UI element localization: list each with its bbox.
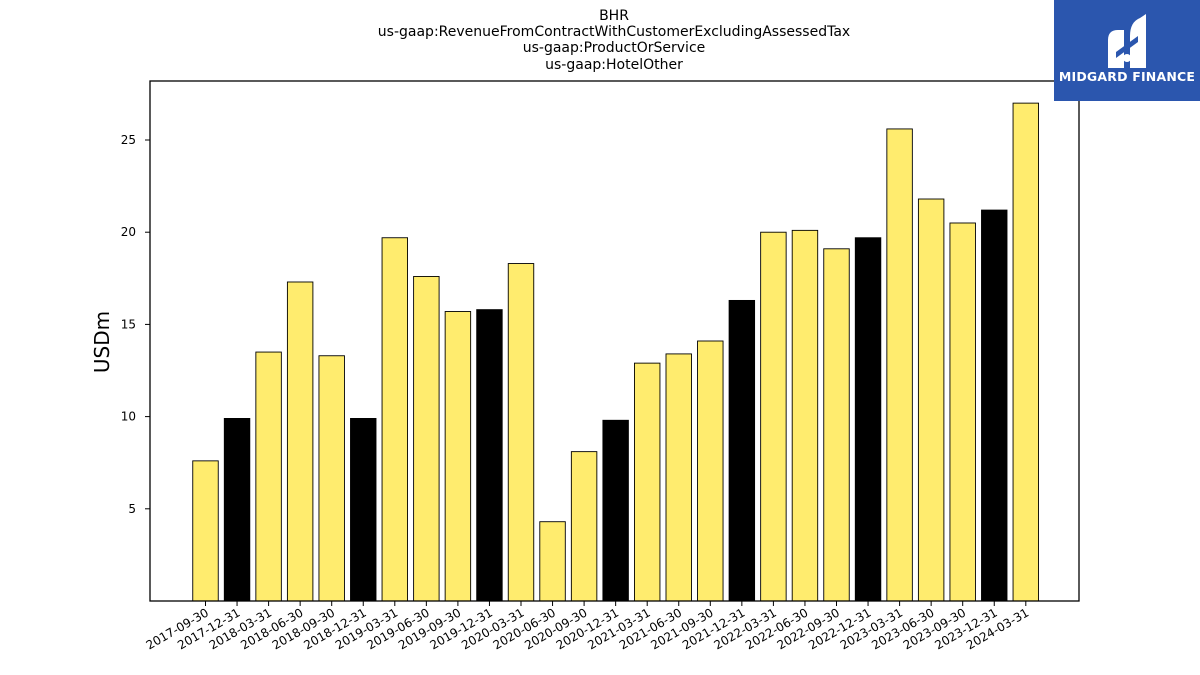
y-tick-label: 15 [121, 317, 136, 331]
logo-background [1054, 0, 1200, 101]
y-tick-label: 10 [121, 410, 136, 424]
title-line-ticker: BHR [599, 8, 629, 24]
bar-2018-09-30 [318, 355, 345, 602]
title-line-axis: us-gaap:ProductOrService [523, 40, 706, 56]
midgard-logo-icon [1108, 14, 1146, 68]
bar-2017-09-30 [192, 460, 219, 602]
bar-2023-03-31 [886, 128, 913, 602]
bar-2021-03-31 [634, 362, 661, 602]
bar-2019-12-31 [476, 309, 503, 602]
y-tick-label: 20 [121, 225, 136, 239]
plot-frame [149, 80, 1080, 602]
bar-2018-03-31 [255, 351, 282, 602]
bar-2020-03-31 [507, 263, 535, 602]
bar-2019-06-30 [413, 276, 440, 602]
y-axis-ticks: 5 10 15 20 25 [121, 133, 150, 516]
bar-2024-03-31 [1012, 102, 1039, 602]
y-tick-label: 25 [121, 133, 136, 147]
bar-2023-12-31 [981, 209, 1008, 602]
x-axis-ticks: 2017-09-302017-12-312018-03-312018-06-30… [144, 601, 1031, 652]
chart-title: BHR us-gaap:RevenueFromContractWithCusto… [378, 8, 850, 73]
midgard-logo: MIDGARD FINANCE [1054, 0, 1200, 101]
bar-2020-12-31 [602, 419, 629, 602]
bar-2021-12-31 [728, 299, 756, 602]
bar-2023-09-30 [949, 222, 976, 602]
bar-series [192, 102, 1039, 602]
bar-2019-03-31 [381, 237, 408, 602]
title-line-member: us-gaap:HotelOther [545, 57, 683, 73]
bar-2023-06-30 [917, 198, 945, 602]
logo-text: MIDGARD FINANCE [1059, 69, 1195, 84]
bar-2022-03-31 [760, 231, 787, 602]
title-line-concept: us-gaap:RevenueFromContractWithCustomerE… [378, 24, 850, 40]
bar-2022-09-30 [823, 248, 850, 602]
bar-2021-06-30 [665, 353, 692, 602]
bar-2017-12-31 [223, 418, 251, 602]
y-axis-label: USDm [90, 311, 114, 373]
bar-2022-06-30 [791, 229, 819, 602]
y-tick-label: 5 [128, 502, 136, 516]
bar-2018-12-31 [350, 418, 377, 602]
bar-2020-06-30 [539, 521, 566, 602]
bar-2021-09-30 [697, 340, 724, 602]
bar-2020-09-30 [570, 451, 598, 602]
bar-2022-12-31 [854, 237, 882, 602]
bar-2019-09-30 [444, 311, 472, 602]
bar-2018-06-30 [286, 281, 314, 602]
